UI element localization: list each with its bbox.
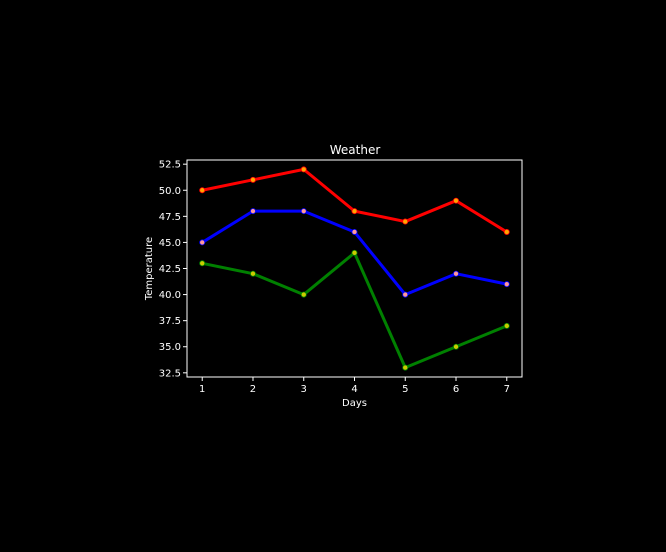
series-group <box>199 166 510 371</box>
series-1-point <box>503 228 510 235</box>
series-1-point <box>453 197 460 204</box>
y-tick-label: 52.5 <box>159 160 181 171</box>
x-tick-label: 4 <box>351 384 357 395</box>
y-tick-label: 47.5 <box>159 212 181 223</box>
series-1-point <box>300 166 307 173</box>
series-3-point <box>503 322 510 329</box>
y-tick-label: 32.5 <box>159 368 181 379</box>
y-tick-label: 50.0 <box>159 186 181 197</box>
x-tick-label: 5 <box>402 384 408 395</box>
y-axis-label: Temperature <box>144 237 155 301</box>
series-1-point <box>199 187 206 194</box>
series-1-point <box>249 176 256 183</box>
series-3-point <box>199 260 206 267</box>
y-tick-label: 35.0 <box>159 342 181 353</box>
y-tick-label: 40.0 <box>159 290 181 301</box>
series-2-point <box>351 228 358 235</box>
series-2-point <box>503 281 510 288</box>
series-3-point <box>300 291 307 298</box>
y-tick-label: 37.5 <box>159 316 181 327</box>
series-2-point <box>402 291 409 298</box>
x-tick-label: 3 <box>301 384 307 395</box>
x-axis-label: Days <box>342 398 367 409</box>
series-3-point <box>453 343 460 350</box>
series-3-point <box>351 249 358 256</box>
x-tick-label: 1 <box>199 384 205 395</box>
series-2-point <box>453 270 460 277</box>
x-tick-label: 2 <box>250 384 256 395</box>
series-2-point <box>249 208 256 215</box>
x-tick-label: 7 <box>504 384 510 395</box>
series-2-point <box>300 208 307 215</box>
series-1-point <box>402 218 409 225</box>
series-1-point <box>351 208 358 215</box>
chart-title: Weather <box>330 143 381 157</box>
x-tick-label: 6 <box>453 384 459 395</box>
y-tick-label: 42.5 <box>159 264 181 275</box>
y-axis: 32.5 35.0 37.5 40.0 42.5 45.0 47.5 50.0 52.5 <box>159 160 187 379</box>
series-3-point <box>402 364 409 371</box>
series-2-point <box>199 239 206 246</box>
series-3-point <box>249 270 256 277</box>
y-tick-label: 45.0 <box>159 238 181 249</box>
x-axis: 1 2 3 4 5 6 7 <box>199 377 510 395</box>
